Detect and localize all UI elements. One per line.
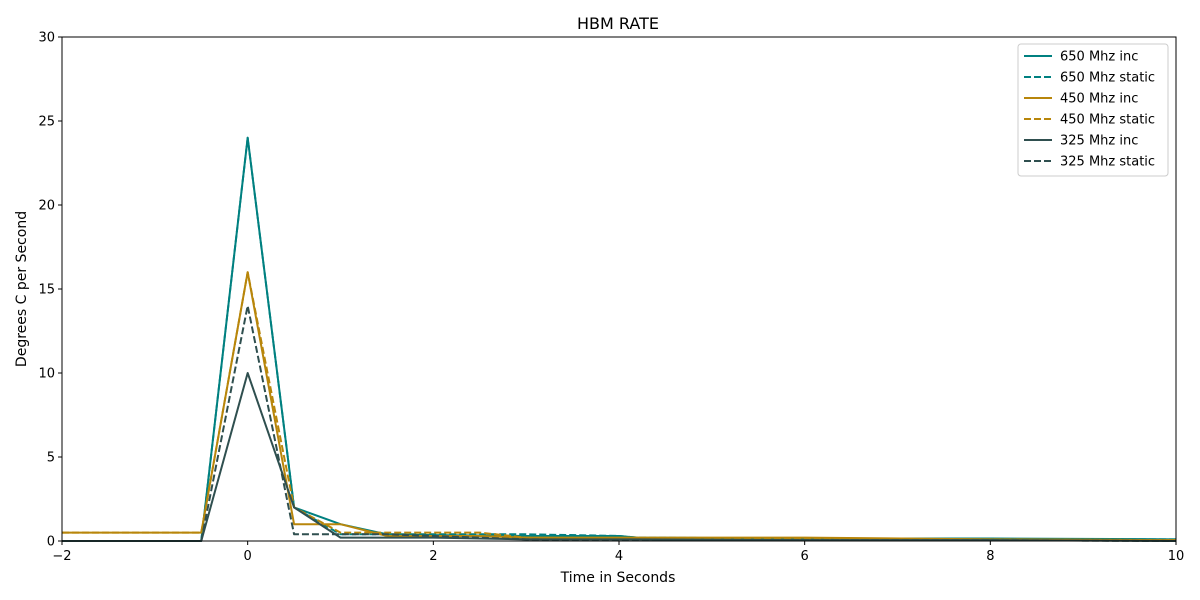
y-axis-label: Degrees C per Second [14, 211, 30, 367]
legend-label: 650 Mhz static [1060, 71, 1155, 86]
legend-label: 450 Mhz static [1060, 113, 1155, 128]
series-line-325-mhz-static [62, 304, 1177, 542]
series-layer [62, 136, 1177, 542]
chart-title: HBM RATE [577, 14, 659, 33]
x-tick-label: 2 [429, 549, 437, 564]
legend-label: 450 Mhz inc [1060, 92, 1138, 107]
y-tick-label: 20 [38, 199, 55, 214]
x-tick-label: 8 [986, 549, 994, 564]
x-axis: −2 0 2 4 6 8 10 [52, 541, 1184, 564]
legend-label: 650 Mhz inc [1060, 50, 1138, 65]
y-tick-label: 10 [38, 367, 55, 382]
legend-label: 325 Mhz inc [1060, 134, 1138, 149]
legend-box [1017, 43, 1169, 177]
x-tick-label: 6 [801, 549, 809, 564]
x-tick-label: 4 [615, 549, 623, 564]
y-tick-label: 25 [38, 115, 55, 130]
y-tick-label: 15 [38, 283, 55, 298]
legend-label: 325 Mhz static [1060, 155, 1155, 170]
x-axis-label: Time in Seconds [560, 570, 676, 586]
x-tick-label: 10 [1168, 549, 1185, 564]
y-tick-label: 30 [38, 31, 55, 46]
x-tick-label: 0 [244, 549, 252, 564]
y-axis: 0 5 10 15 20 25 30 [38, 31, 62, 550]
y-tick-label: 5 [47, 451, 55, 466]
x-tick-label: −2 [52, 549, 71, 564]
legend: 650 Mhz inc 650 Mhz static 450 Mhz inc 450 … [1017, 43, 1169, 177]
y-tick-label: 0 [47, 535, 55, 550]
